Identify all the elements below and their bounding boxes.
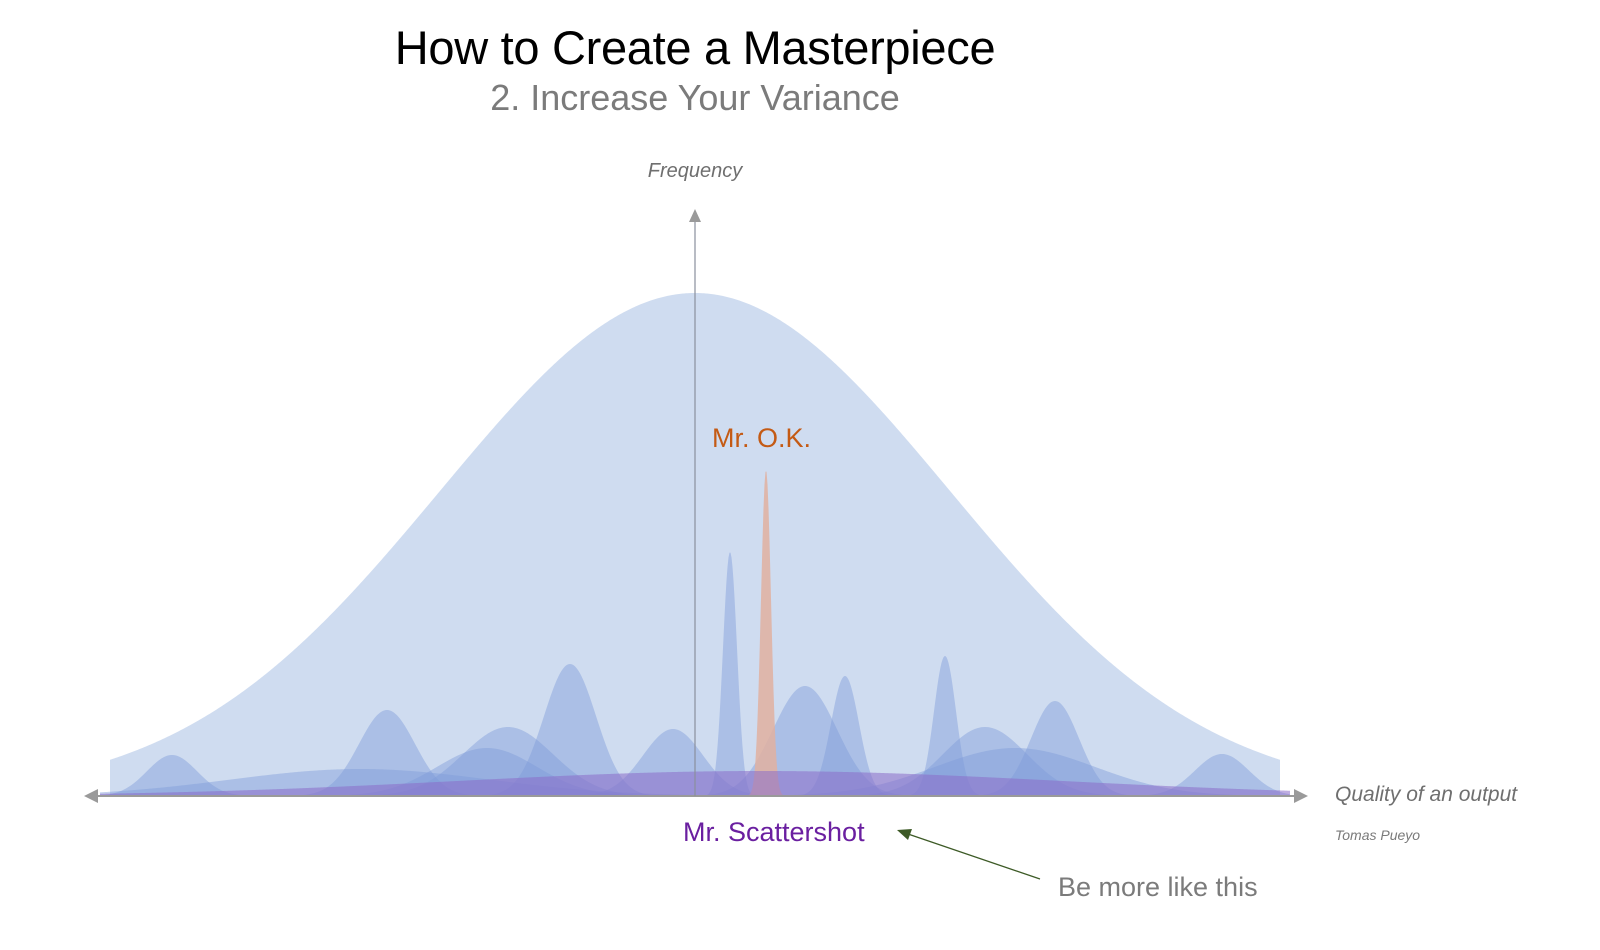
page-title: How to Create a Masterpiece: [394, 21, 996, 74]
output-attempt-area: [305, 727, 711, 796]
x-axis-label: Quality of an output: [1335, 783, 1518, 806]
x-axis-left-arrow-icon: [84, 789, 98, 803]
output-attempt-area: [453, 664, 687, 796]
y-axis-label: Frequency: [647, 160, 743, 182]
output-attempt-area: [661, 686, 949, 796]
y-axis-up-arrow-icon: [689, 209, 701, 222]
mr-scattershot-label: Mr. Scattershot: [683, 817, 865, 847]
output-attempt-area: [895, 656, 995, 796]
mr-ok-spike-area: [743, 471, 789, 796]
output-attempt-area: [782, 676, 908, 796]
output-attempt-area: [1100, 754, 1290, 796]
output-attempt-area: [262, 748, 712, 796]
output-attempt-area: [698, 552, 762, 796]
page-subtitle: 2. Increase Your Variance: [490, 77, 900, 118]
author-credit: Tomas Pueyo: [1335, 827, 1421, 843]
mr-ok-label: Mr. O.K.: [712, 423, 812, 453]
annotation-arrow-line: [907, 833, 1041, 880]
output-attempt-area: [947, 701, 1163, 796]
output-attempt-area: [796, 727, 1174, 796]
output-attempt-area: [261, 710, 513, 796]
x-axis-right-arrow-icon: [1294, 789, 1308, 803]
call-to-action-label: Be more like this: [1058, 872, 1258, 902]
annotation-arrow-head-icon: [897, 829, 912, 840]
output-attempt-area: [100, 755, 285, 796]
output-attempt-area: [655, 748, 1290, 796]
output-attempt-area: [538, 729, 808, 796]
